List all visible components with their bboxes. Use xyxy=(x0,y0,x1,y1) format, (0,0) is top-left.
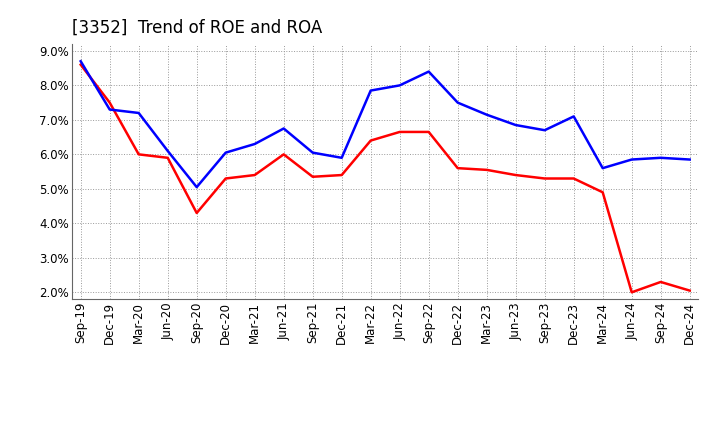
ROA xyxy=(657,155,665,161)
ROE xyxy=(570,176,578,181)
ROE xyxy=(338,172,346,178)
ROA xyxy=(424,69,433,74)
ROE xyxy=(308,174,317,180)
ROA xyxy=(511,122,520,128)
ROA xyxy=(76,59,85,64)
ROE xyxy=(598,190,607,195)
ROA xyxy=(395,83,404,88)
ROE xyxy=(366,138,375,143)
ROA xyxy=(454,100,462,105)
ROE xyxy=(657,279,665,285)
ROA xyxy=(570,114,578,119)
ROE xyxy=(221,176,230,181)
ROA xyxy=(366,88,375,93)
ROE xyxy=(482,167,491,172)
ROE xyxy=(279,152,288,157)
ROE xyxy=(192,210,201,216)
ROA xyxy=(685,157,694,162)
ROA xyxy=(598,165,607,171)
ROA xyxy=(627,157,636,162)
ROA xyxy=(279,126,288,131)
ROE xyxy=(627,290,636,295)
ROE xyxy=(424,129,433,135)
ROE xyxy=(541,176,549,181)
ROE xyxy=(251,172,259,178)
ROE xyxy=(105,100,114,105)
ROA xyxy=(135,110,143,116)
ROA xyxy=(192,184,201,190)
Line: ROE: ROE xyxy=(81,65,690,292)
ROE xyxy=(163,155,172,161)
ROA xyxy=(482,112,491,117)
Legend: ROE, ROA: ROE, ROA xyxy=(294,439,477,440)
ROA xyxy=(221,150,230,155)
ROE xyxy=(685,288,694,293)
ROA xyxy=(338,155,346,161)
ROE xyxy=(454,165,462,171)
Text: [3352]  Trend of ROE and ROA: [3352] Trend of ROE and ROA xyxy=(72,19,323,37)
ROA xyxy=(308,150,317,155)
ROA xyxy=(251,141,259,147)
ROA xyxy=(105,107,114,112)
ROA xyxy=(541,128,549,133)
ROE xyxy=(135,152,143,157)
ROE xyxy=(395,129,404,135)
ROE xyxy=(511,172,520,178)
ROE xyxy=(76,62,85,67)
ROA xyxy=(163,148,172,154)
Line: ROA: ROA xyxy=(81,61,690,187)
